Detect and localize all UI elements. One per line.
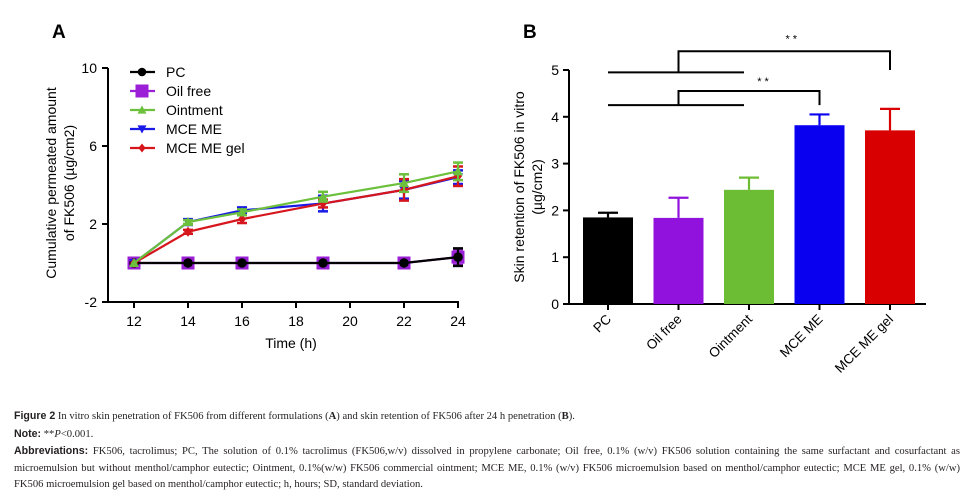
x-tick-label-a: 18: [288, 313, 304, 329]
legend-item: PC: [130, 64, 185, 80]
y-axis-label-b-line1: Skin retention of FK506 in vitro: [511, 91, 527, 283]
x-tick-label-a: 14: [180, 313, 196, 329]
significance-label: * *: [757, 76, 769, 88]
x-axis-label-a: Time (h): [265, 335, 317, 351]
y-tick-label-a: -2: [85, 294, 98, 310]
y-tick-label-b: 2: [551, 202, 559, 218]
abbreviations-label: Abbreviations:: [14, 445, 89, 458]
note-text: <0.001.: [60, 428, 94, 440]
legend-marker: [138, 143, 146, 153]
data-point: [399, 178, 409, 188]
data-point: [318, 258, 328, 268]
series-line: [134, 256, 459, 265]
bracket-mce-me-gel: [677, 50, 891, 73]
figure-caption: Figure 2 In vitro skin penetration of FK…: [14, 408, 960, 494]
legend-a: PC Oil free Ointment MCE ME MCE ME gel: [130, 64, 245, 156]
y-tick-label-b: 4: [551, 109, 559, 125]
x-tick-label-a: 12: [126, 313, 142, 329]
caption-figure-line: Figure 2 In vitro skin penetration of FK…: [14, 408, 960, 426]
series-line: [133, 176, 459, 264]
y-tick-label-b: 5: [551, 62, 559, 78]
series-oil-free: [127, 248, 465, 270]
significance-brackets: * * * *: [608, 33, 891, 107]
bars-group-b: [583, 107, 915, 304]
y-tick-label-a: 10: [81, 60, 97, 76]
legend-label: MCE ME: [166, 121, 222, 137]
y-axis-label-b-line2: (µg/cm2): [529, 159, 545, 215]
bar: [583, 217, 633, 304]
x-tick-label-b: MCE ME: [777, 312, 826, 361]
legend-label: MCE ME gel: [166, 140, 245, 156]
data-point: [183, 258, 193, 268]
significance-label: * *: [785, 33, 797, 45]
data-point: [238, 214, 246, 225]
chart-a: A -2 2 6 10 12 14 16 18 20 22 24 PC Oil free Ointmen…: [43, 22, 466, 351]
data-point: [453, 166, 463, 176]
data-point: [453, 252, 463, 262]
series-ointment: [129, 161, 463, 267]
data-point: [237, 207, 247, 217]
figure-bold-b: B: [561, 411, 569, 422]
chart-b: B 0 1 2 3 4 5 PC Oil free Ointment MCE ME MCE ME g…: [511, 22, 926, 376]
legend-marker: [137, 105, 147, 114]
abbreviations-text: FK506, tacrolimus; PC, The solution of 0…: [14, 446, 960, 491]
x-tick-label-a: 24: [450, 313, 466, 329]
note-p: P: [54, 428, 61, 440]
legend-marker: [137, 125, 147, 134]
legend-label: PC: [166, 64, 185, 80]
data-point: [183, 217, 193, 227]
y-axis-label-a-line2: of FK506 (µg/cm2): [61, 125, 77, 241]
data-point: [129, 258, 139, 267]
data-point: [318, 191, 328, 201]
legend-item: Ointment: [130, 102, 223, 118]
y-axis-label-a-line1: Cumulative permeated amount: [43, 87, 59, 279]
x-tick-label-b: MCE ME gel: [832, 312, 896, 376]
series-line: [133, 175, 459, 264]
figure-bold-a: A: [328, 411, 337, 422]
x-tick-label-b: Ointment: [706, 311, 756, 361]
data-point: [237, 258, 247, 268]
data-point: [184, 226, 192, 237]
series-line: [133, 170, 459, 264]
note-stars: **: [41, 428, 55, 440]
figure-text-1: In vitro skin penetration of FK506 from …: [55, 411, 329, 422]
y-tick-label-b: 0: [551, 296, 559, 312]
legend-marker: [137, 67, 147, 77]
figure-text-2: ) and skin retention of FK506 after 24 h…: [336, 411, 562, 422]
y-tick-label-a: 2: [89, 216, 97, 232]
x-tick-label-b: Oil free: [643, 312, 684, 353]
x-tick-label-a: 22: [396, 313, 412, 329]
panel-label-a: A: [52, 22, 66, 43]
panel-label-b: B: [523, 22, 537, 43]
series-pc: [129, 247, 463, 268]
y-tick-label-a: 6: [89, 138, 97, 154]
figure-text-3: ).: [568, 411, 575, 422]
x-tick-label-a: 20: [342, 313, 358, 329]
caption-abbreviations: Abbreviations: FK506, tacrolimus; PC, Th…: [14, 443, 960, 494]
x-tick-label-b: PC: [590, 311, 614, 335]
caption-note-line: Note: **P<0.001.: [14, 426, 960, 444]
bar: [724, 189, 774, 304]
figure-label: Figure 2: [14, 410, 56, 422]
data-point: [399, 258, 409, 268]
bar: [794, 125, 845, 304]
series-group-a: [127, 161, 465, 270]
legend-label: Ointment: [166, 102, 223, 118]
bar: [865, 130, 915, 304]
bracket-mce-me: [677, 90, 821, 106]
legend-item: MCE ME: [130, 121, 222, 137]
note-label: Note:: [14, 427, 42, 440]
series-mce-me: [129, 169, 463, 268]
legend-marker: [135, 84, 149, 98]
legend-item: Oil free: [130, 83, 211, 99]
y-tick-label-b: 3: [551, 156, 559, 172]
legend-item: MCE ME gel: [130, 140, 245, 156]
axes-a: -2 2 6 10 12 14 16 18 20 22 24: [81, 60, 466, 329]
legend-label: Oil free: [166, 83, 211, 99]
bar: [653, 217, 704, 304]
y-tick-label-b: 1: [551, 249, 559, 265]
x-tick-label-a: 16: [234, 313, 250, 329]
